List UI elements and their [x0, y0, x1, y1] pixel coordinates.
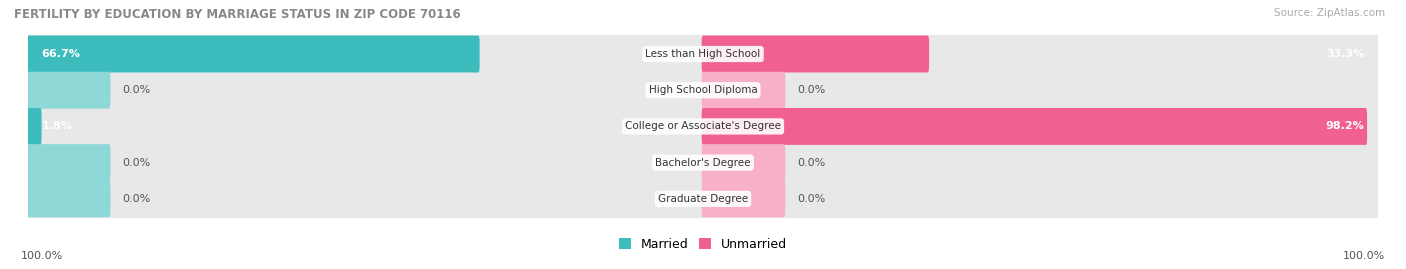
FancyBboxPatch shape [27, 180, 111, 217]
Text: Less than High School: Less than High School [645, 49, 761, 59]
Text: 0.0%: 0.0% [797, 194, 825, 204]
Legend: Married, Unmarried: Married, Unmarried [613, 233, 793, 256]
FancyBboxPatch shape [27, 72, 111, 109]
FancyBboxPatch shape [27, 107, 1379, 146]
Text: 98.2%: 98.2% [1326, 121, 1364, 132]
Text: High School Diploma: High School Diploma [648, 85, 758, 95]
FancyBboxPatch shape [702, 36, 929, 72]
FancyBboxPatch shape [702, 108, 1367, 145]
Text: 1.8%: 1.8% [42, 121, 73, 132]
FancyBboxPatch shape [27, 144, 111, 181]
Text: Source: ZipAtlas.com: Source: ZipAtlas.com [1274, 8, 1385, 18]
FancyBboxPatch shape [27, 143, 1379, 182]
Text: 33.3%: 33.3% [1326, 49, 1364, 59]
Text: College or Associate's Degree: College or Associate's Degree [626, 121, 780, 132]
Text: Bachelor's Degree: Bachelor's Degree [655, 158, 751, 168]
Text: 0.0%: 0.0% [122, 194, 150, 204]
Text: 100.0%: 100.0% [21, 251, 63, 261]
FancyBboxPatch shape [702, 72, 786, 109]
FancyBboxPatch shape [702, 180, 786, 217]
Text: FERTILITY BY EDUCATION BY MARRIAGE STATUS IN ZIP CODE 70116: FERTILITY BY EDUCATION BY MARRIAGE STATU… [14, 8, 461, 21]
Text: 0.0%: 0.0% [122, 85, 150, 95]
Text: 0.0%: 0.0% [797, 85, 825, 95]
Text: 66.7%: 66.7% [42, 49, 80, 59]
Text: 0.0%: 0.0% [122, 158, 150, 168]
FancyBboxPatch shape [27, 71, 1379, 109]
FancyBboxPatch shape [27, 108, 42, 145]
Text: 100.0%: 100.0% [1343, 251, 1385, 261]
FancyBboxPatch shape [702, 144, 786, 181]
Text: Graduate Degree: Graduate Degree [658, 194, 748, 204]
FancyBboxPatch shape [27, 36, 479, 72]
Text: 0.0%: 0.0% [797, 158, 825, 168]
FancyBboxPatch shape [27, 35, 1379, 73]
FancyBboxPatch shape [27, 180, 1379, 218]
